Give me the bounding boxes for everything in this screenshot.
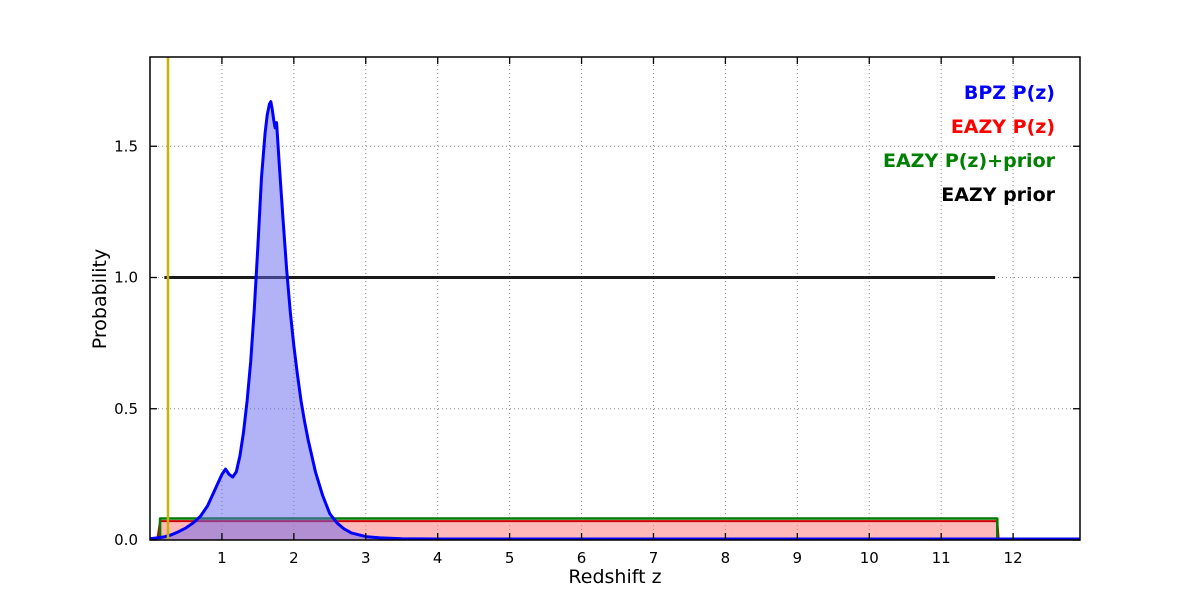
y-tick-label: 1.0 <box>114 269 138 287</box>
y-axis-label: Probability <box>89 248 111 350</box>
legend-item: EAZY P(z)+prior <box>882 150 1055 172</box>
x-tick-label: 7 <box>649 549 659 567</box>
y-tick-label: 1.5 <box>114 137 138 155</box>
legend-item: EAZY prior <box>941 184 1055 206</box>
x-tick-label: 11 <box>932 549 951 567</box>
x-tick-label: 10 <box>860 549 879 567</box>
legend-item: EAZY P(z) <box>950 116 1055 138</box>
x-tick-label: 3 <box>361 549 371 567</box>
legend-item: BPZ P(z) <box>963 82 1055 104</box>
x-tick-label: 6 <box>577 549 587 567</box>
x-tick-label: 1 <box>217 549 227 567</box>
series-fill <box>150 101 1080 540</box>
y-tick-label: 0.0 <box>114 531 138 549</box>
series-line <box>158 517 999 540</box>
x-tick-label: 9 <box>793 549 803 567</box>
x-tick-label: 12 <box>1004 549 1023 567</box>
x-tick-label: 2 <box>289 549 299 567</box>
legend: BPZ P(z) EAZY P(z) EAZY P(z)+prior EAZY pri… <box>700 76 1055 212</box>
x-tick-label: 5 <box>505 549 515 567</box>
series-line <box>149 100 1080 541</box>
y-tick-label: 0.5 <box>114 400 138 418</box>
x-axis-label: Redshift z <box>568 566 662 588</box>
plot-frame <box>149 56 1081 541</box>
x-tick-label: 8 <box>721 549 731 567</box>
x-tick-label: 4 <box>433 549 443 567</box>
